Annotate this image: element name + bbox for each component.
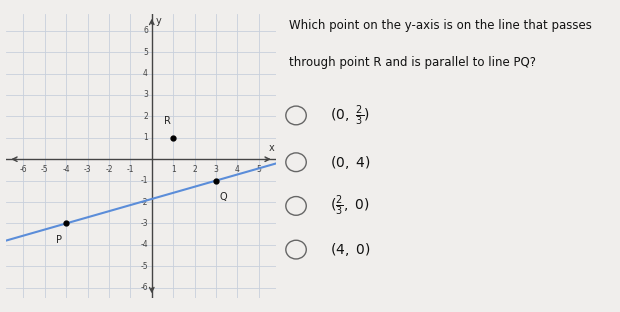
- Text: 4: 4: [235, 165, 240, 174]
- Text: -5: -5: [140, 262, 148, 271]
- Text: x: x: [269, 143, 275, 153]
- Text: 1: 1: [143, 133, 148, 142]
- Text: -6: -6: [19, 165, 27, 174]
- Text: P: P: [56, 235, 61, 245]
- Text: -4: -4: [140, 240, 148, 249]
- Text: -5: -5: [41, 165, 48, 174]
- Text: R: R: [164, 116, 171, 126]
- Text: 5: 5: [256, 165, 261, 174]
- Text: -1: -1: [126, 165, 134, 174]
- Text: $(\frac{2}{3},\ 0)$: $(\frac{2}{3},\ 0)$: [330, 194, 370, 218]
- Text: -4: -4: [63, 165, 70, 174]
- Text: through point R and is parallel to line PQ?: through point R and is parallel to line …: [289, 56, 536, 69]
- Text: 2: 2: [143, 112, 148, 121]
- Text: 3: 3: [143, 90, 148, 100]
- Text: -6: -6: [140, 283, 148, 292]
- Text: -2: -2: [105, 165, 113, 174]
- Text: $(0,\ \frac{2}{3})$: $(0,\ \frac{2}{3})$: [330, 103, 370, 128]
- Text: 2: 2: [192, 165, 197, 174]
- Text: Which point on the y-axis is on the line that passes: Which point on the y-axis is on the line…: [289, 19, 592, 32]
- Text: $(0,\ 4)$: $(0,\ 4)$: [330, 154, 371, 171]
- Text: -2: -2: [140, 197, 148, 207]
- Text: 5: 5: [143, 48, 148, 57]
- Text: 3: 3: [213, 165, 218, 174]
- Text: -3: -3: [140, 219, 148, 228]
- Text: $(4,\ 0)$: $(4,\ 0)$: [330, 241, 371, 258]
- Text: -1: -1: [140, 176, 148, 185]
- Text: 6: 6: [143, 26, 148, 35]
- Text: Q: Q: [219, 193, 228, 202]
- Text: y: y: [156, 16, 161, 26]
- Text: 1: 1: [170, 165, 175, 174]
- Text: 4: 4: [143, 69, 148, 78]
- Text: -3: -3: [84, 165, 91, 174]
